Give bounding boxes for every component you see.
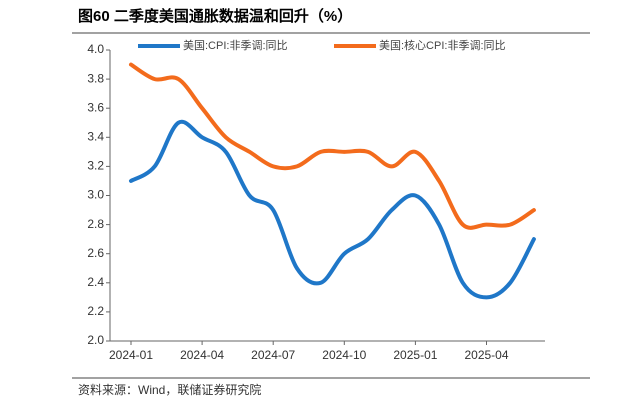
y-tick-label: 2.0 xyxy=(87,333,104,347)
line xyxy=(129,62,536,230)
x-tick-label: 2024-01 xyxy=(109,348,153,362)
y-tick-label: 3.2 xyxy=(87,159,104,173)
y-tick-label: 4.0 xyxy=(87,42,104,56)
x-tick-label: 2024-10 xyxy=(322,348,366,362)
source: 资料来源：Wind，联储证券研究院 xyxy=(78,382,261,397)
y-tick-label: 3.4 xyxy=(87,129,104,143)
y-tick-label: 2.8 xyxy=(87,217,104,231)
x-tick-label: 2024-04 xyxy=(180,348,224,362)
y-tick-label: 3.6 xyxy=(87,100,104,114)
y-tick-label: 3.8 xyxy=(87,71,104,85)
x-tick-label: 2025-01 xyxy=(393,348,437,362)
legend-label: 美国:CPI:非季调:同比 xyxy=(183,39,288,52)
legend-label: 美国:核心CPI:非季调:同比 xyxy=(379,38,506,52)
x-tick-label: 2024-07 xyxy=(251,348,295,362)
y-tick-label: 2.4 xyxy=(87,275,104,289)
x-tick-label: 2025-04 xyxy=(464,348,508,362)
chart-title: 图60 二季度美国通胀数据温和回升（%） xyxy=(78,7,352,25)
y-tick-label: 3.0 xyxy=(87,188,104,202)
y-tick-label: 2.6 xyxy=(87,246,104,260)
y-tick-label: 2.2 xyxy=(87,304,104,318)
line xyxy=(129,119,536,300)
